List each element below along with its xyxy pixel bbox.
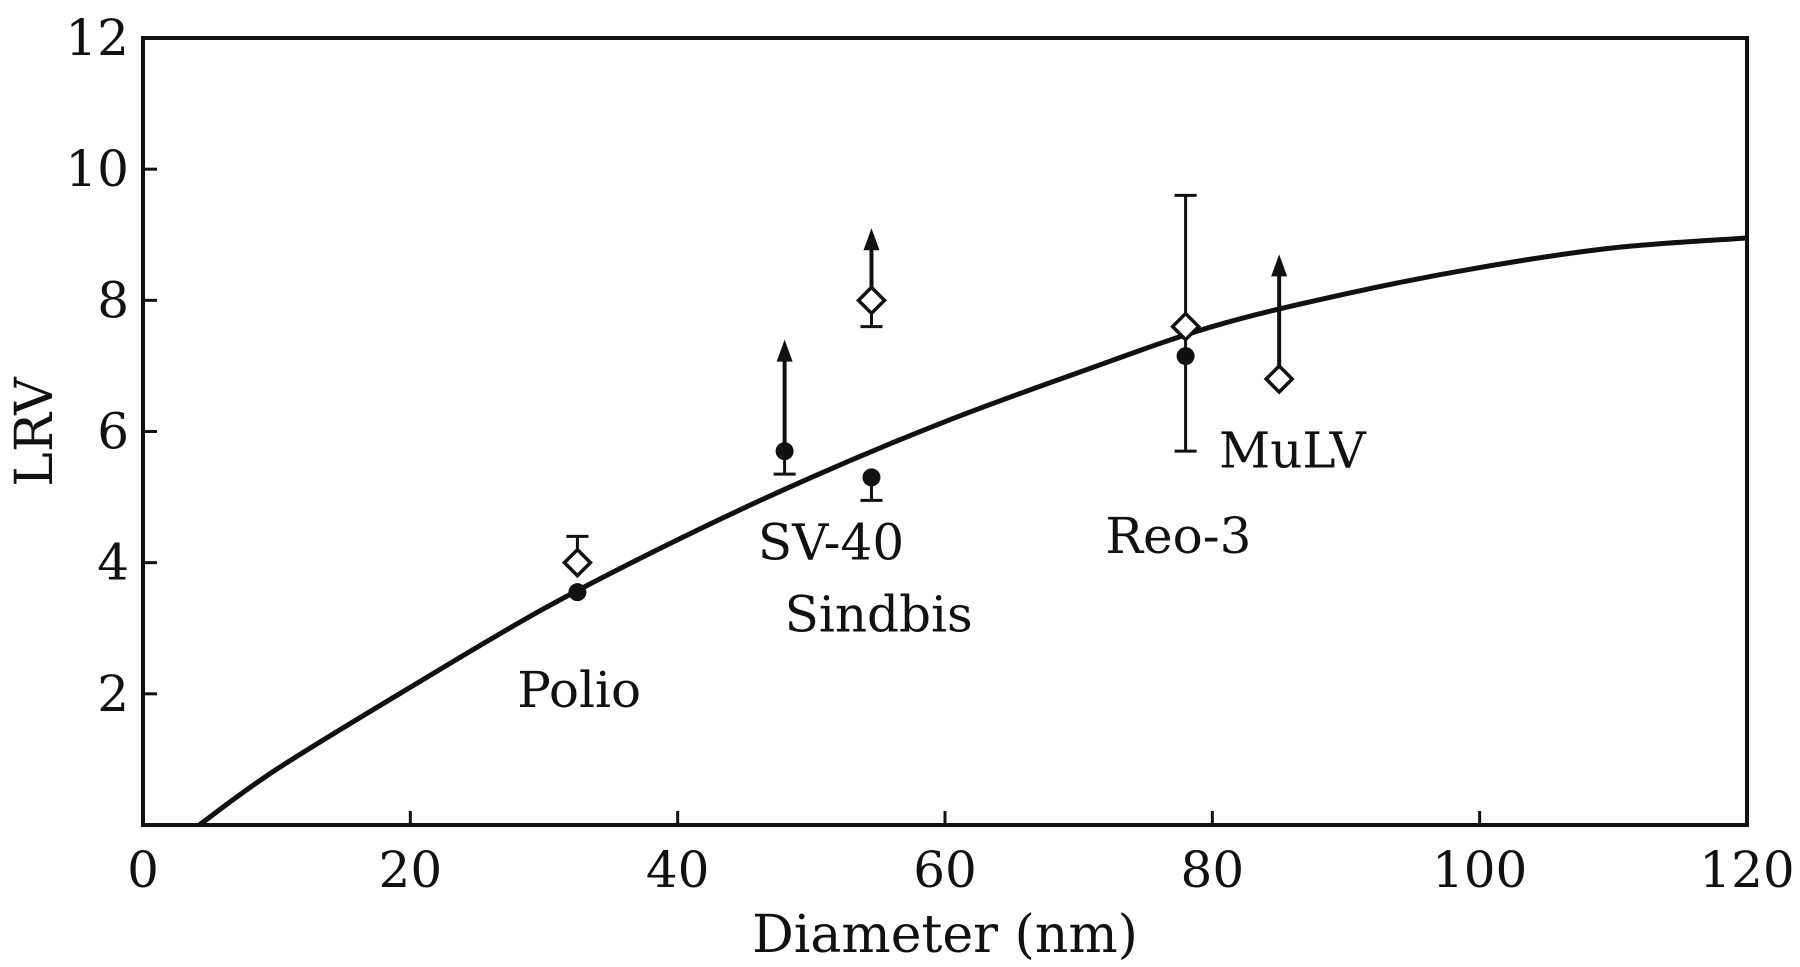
open-diamond-point-mulv [1263,363,1295,395]
y-tick-label: 10 [65,140,129,198]
x-tick-label: 40 [646,841,710,899]
arrow-head-sindbis [863,228,880,251]
arrow-head-sv-40 [776,339,793,362]
x-axis-title: Diameter (nm) [752,905,1138,963]
y-tick-label: 2 [97,665,129,723]
open-diamond-point-polio [561,547,593,579]
fit-curve [197,235,1748,828]
y-axis-title: LRV [5,376,65,487]
x-tick-label: 80 [1181,841,1245,899]
arrow-head-mulv [1271,254,1288,277]
virus-label-sv-40: SV-40 [758,513,904,571]
virus-label-reo-3: Reo-3 [1105,507,1251,565]
virus-labels-layer: Polio SV-40 Sindbis Reo-3 MuLV [517,422,1366,719]
x-tick-label: 20 [379,841,443,899]
y-tick-label: 12 [65,9,129,67]
y-tick-label: 8 [97,271,129,329]
virus-label-mulv: MuLV [1219,422,1367,480]
filled-circle-point-polio [568,583,587,602]
virus-label-polio: Polio [517,661,641,719]
virus-label-sindbis: Sindbis [785,586,973,644]
filled-circle-point-reo-3 [1176,347,1195,366]
open-diamond-point-reo-3 [1170,311,1202,343]
x-tick-label: 120 [1699,841,1794,899]
fit-curve-layer [197,235,1748,828]
x-tick-label: 100 [1432,841,1527,899]
filled-circle-point-sindbis [862,468,881,487]
plot-frame [141,36,1749,827]
open-diamond-point-sindbis [856,284,887,316]
x-tick-label: 0 [127,841,159,899]
data-points-layer [561,193,1295,602]
y-tick-label: 6 [97,403,129,461]
x-tick-label: 60 [913,841,977,899]
axis-ticks: 0 20 40 60 80 100 120 2 4 6 8 10 12 [65,9,1794,899]
filled-circle-point-sv-40 [775,442,794,461]
y-tick-label: 4 [97,534,129,592]
